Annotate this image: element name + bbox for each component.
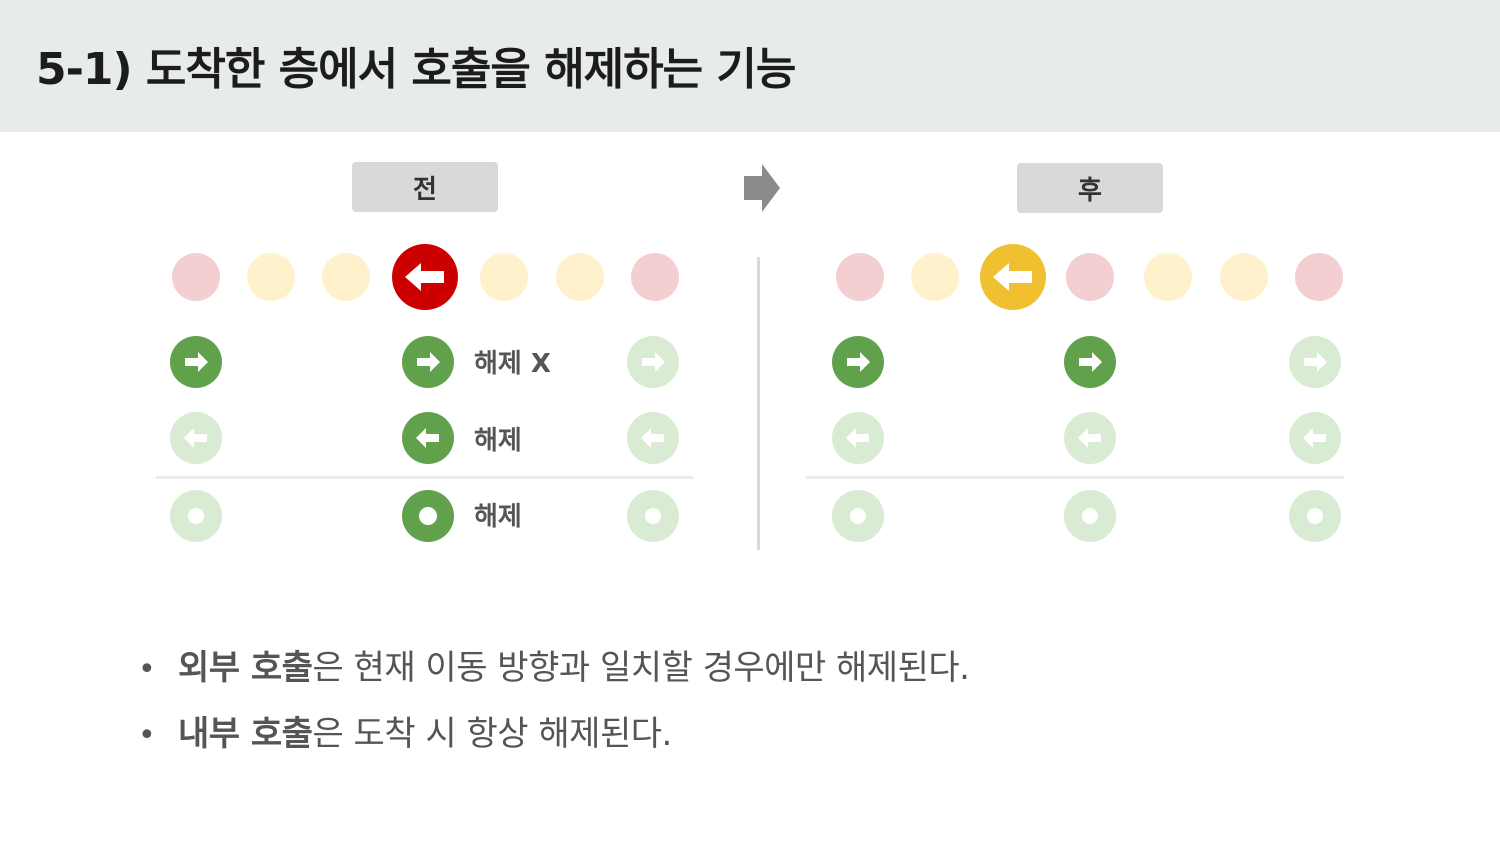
bullet-dot-icon: • [138, 718, 156, 753]
down-call-button[interactable] [1064, 412, 1116, 464]
right-arrow-icon [185, 352, 208, 372]
separator-before [156, 476, 694, 479]
right-arrow-icon [744, 164, 780, 212]
bullet-item: • 내부 호출 은 도착 시 항상 해제된다. [138, 706, 969, 772]
dot-icon [419, 507, 437, 525]
internal-call-button[interactable] [1064, 490, 1116, 542]
floor-indicator [836, 253, 884, 301]
bullet-item: • 외부 호출 은 현재 이동 방향과 일치할 경우에만 해제된다. [138, 640, 970, 706]
bullet-emphasis: 외부 호출 [178, 648, 313, 688]
left-arrow-icon [405, 263, 444, 291]
bullet-text: 은 현재 이동 방향과 일치할 경우에만 해제된다. [312, 648, 970, 688]
bullet-emphasis: 내부 호출 [178, 714, 313, 754]
internal-call-button[interactable] [832, 490, 884, 542]
floor-indicator [556, 253, 604, 301]
left-arrow-icon [641, 428, 664, 448]
dot-icon [1307, 508, 1323, 524]
floor-indicator [1066, 253, 1114, 301]
dot-icon [645, 508, 661, 524]
left-arrow-icon [846, 428, 869, 448]
left-arrow-icon [416, 428, 439, 448]
up-call-button[interactable] [1064, 336, 1116, 388]
floor-indicator [631, 253, 679, 301]
up-row-label: 해제 X [474, 349, 551, 379]
separator-after [806, 476, 1344, 479]
down-call-button[interactable] [402, 412, 454, 464]
right-arrow-icon [642, 352, 665, 372]
up-call-button[interactable] [170, 336, 222, 388]
dot-icon [850, 508, 866, 524]
internal-call-button[interactable] [627, 490, 679, 542]
up-call-button[interactable] [627, 336, 679, 388]
page-title: 5-1) 도착한 층에서 호출을 해제하는 기능 [36, 44, 796, 95]
right-arrow-icon [417, 352, 440, 372]
before-tag: 전 [352, 162, 498, 212]
down-call-button[interactable] [832, 412, 884, 464]
left-arrow-icon [1078, 428, 1101, 448]
floor-indicator [172, 253, 220, 301]
down-call-button[interactable] [170, 412, 222, 464]
dot-icon [1082, 508, 1098, 524]
current-floor-indicator [980, 244, 1046, 310]
left-arrow-icon [993, 263, 1032, 291]
floor-indicator [322, 253, 370, 301]
up-call-button[interactable] [1289, 336, 1341, 388]
floor-indicator [480, 253, 528, 301]
divider [757, 257, 760, 550]
floor-indicator [247, 253, 295, 301]
up-call-button[interactable] [402, 336, 454, 388]
down-call-button[interactable] [1289, 412, 1341, 464]
right-arrow-icon [847, 352, 870, 372]
current-floor-indicator [392, 244, 458, 310]
floor-indicator [911, 253, 959, 301]
right-arrow-icon [1079, 352, 1102, 372]
bullet-text: 은 도착 시 항상 해제된다. [312, 714, 672, 754]
left-arrow-icon [1303, 428, 1326, 448]
internal-call-button[interactable] [402, 490, 454, 542]
bullet-list: • 외부 호출 은 현재 이동 방향과 일치할 경우에만 해제된다. • 내부 … [138, 640, 970, 772]
internal-row-label: 해제 [474, 502, 522, 532]
internal-call-button[interactable] [1289, 490, 1341, 542]
dot-icon [188, 508, 204, 524]
up-call-button[interactable] [832, 336, 884, 388]
internal-call-button[interactable] [170, 490, 222, 542]
after-tag: 후 [1017, 163, 1163, 213]
floor-indicator [1220, 253, 1268, 301]
down-row-label: 해제 [474, 426, 522, 456]
left-arrow-icon [184, 428, 207, 448]
floor-indicator [1295, 253, 1343, 301]
down-call-button[interactable] [627, 412, 679, 464]
floor-indicator [1144, 253, 1192, 301]
bullet-dot-icon: • [138, 652, 156, 687]
header-bar [0, 0, 1500, 132]
right-arrow-icon [1304, 352, 1327, 372]
